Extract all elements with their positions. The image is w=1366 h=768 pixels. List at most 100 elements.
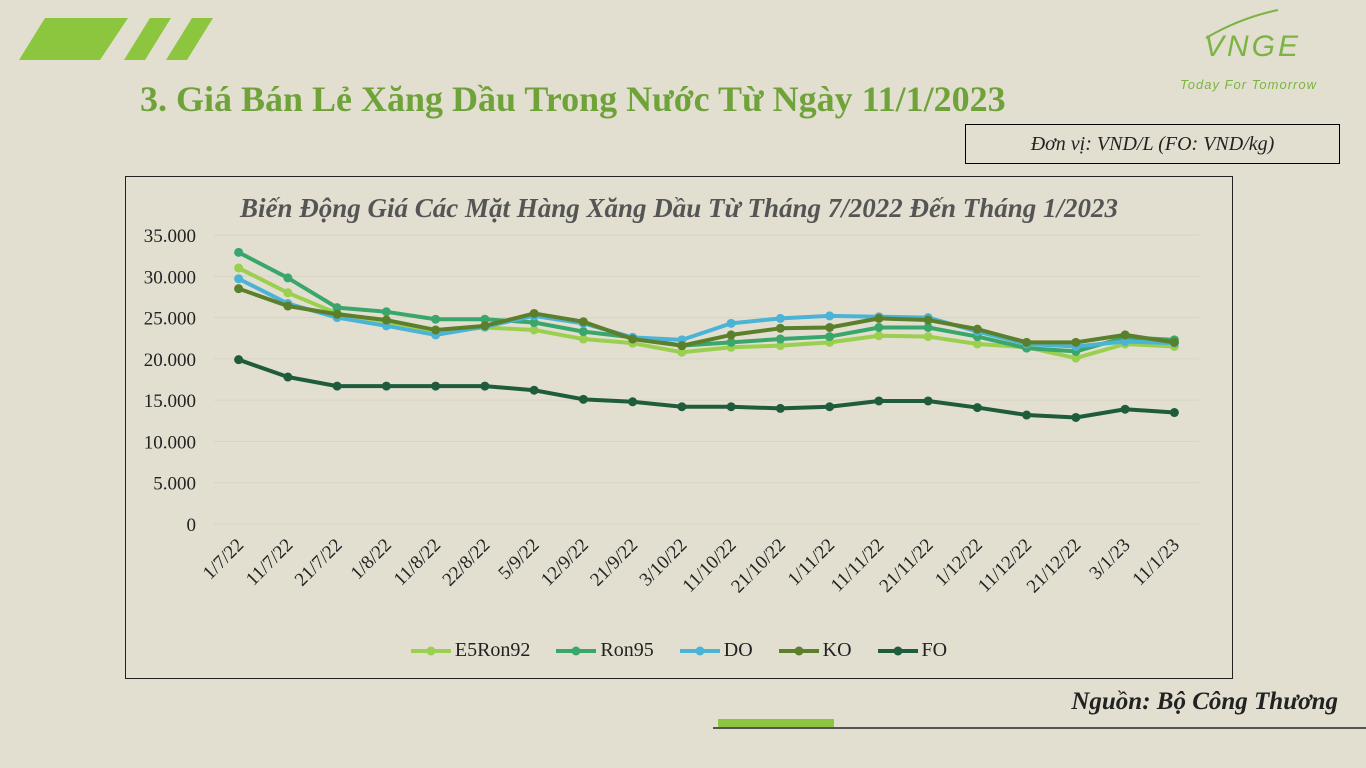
line-chart: 0 5.000 10.000 15.000 20.000 25.000 30.000 35.0… [144, 226, 1199, 598]
data-point-ko [726, 330, 736, 340]
x-tick-label: 11/8/22 [390, 535, 445, 590]
unit-label: Đơn vị: VND/L (FO: VND/kg) [965, 124, 1340, 164]
data-point-fo [972, 403, 982, 413]
data-point-ko [1120, 330, 1130, 340]
x-tick-label: 12/9/22 [537, 535, 593, 591]
legend-label: KO [822, 639, 852, 661]
data-point-fo [628, 397, 638, 407]
footer-line [713, 727, 1366, 729]
header-stripes [19, 18, 213, 60]
x-tick-label: 21/7/22 [291, 535, 347, 591]
data-point-ko [972, 324, 982, 334]
data-point-ko [431, 325, 441, 335]
data-point-ron95 [332, 303, 342, 313]
data-point-ron95 [283, 273, 293, 283]
x-tick-label: 21/11/22 [876, 535, 938, 597]
footer-accent-bar [718, 719, 834, 727]
logo-tagline: Today For Tomorrow [1180, 77, 1317, 92]
x-tick-label: 3/1/23 [1085, 535, 1134, 584]
data-point-e5ron92 [529, 325, 539, 335]
data-point-ron95 [234, 247, 244, 257]
data-point-e5ron92 [775, 341, 785, 351]
data-point-e5ron92 [677, 347, 687, 357]
legend-item-ko: KO [778, 639, 852, 662]
data-point-ko [381, 315, 391, 325]
legend-label: DO [723, 639, 753, 661]
legend-item-ron95: Ron95 [556, 639, 654, 662]
legend-swatch [410, 646, 451, 655]
legend-swatch [778, 646, 819, 655]
data-point-ko [628, 334, 638, 344]
legend-item-fo: FO [877, 639, 948, 662]
legend-swatch [679, 646, 720, 655]
data-point-ron95 [923, 322, 933, 332]
legend-swatch [556, 646, 597, 655]
data-point-ko [923, 315, 933, 325]
data-point-fo [234, 355, 244, 365]
x-tick-label: 11/1/23 [1129, 535, 1184, 590]
y-tick-label: 5.000 [153, 474, 196, 495]
data-point-ron95 [775, 334, 785, 344]
data-point-ko [775, 323, 785, 333]
data-point-ko [677, 341, 687, 351]
chart-title: Biến Động Giá Các Mặt Hàng Xăng Dầu Từ T… [239, 193, 1119, 223]
data-point-ko [1022, 337, 1032, 347]
x-tick-label: 21/9/22 [586, 535, 642, 591]
data-point-do [825, 311, 835, 321]
y-tick-label: 0 [187, 515, 197, 536]
data-point-e5ron92 [874, 331, 884, 341]
y-tick-label: 10.000 [144, 432, 196, 453]
data-point-e5ron92 [578, 334, 588, 344]
data-point-e5ron92 [972, 339, 982, 349]
x-tick-label: 5/9/22 [494, 535, 543, 584]
data-point-ko [332, 309, 342, 319]
legend-label: Ron95 [600, 639, 654, 661]
x-tick-label: 22/8/22 [439, 535, 495, 591]
data-point-ko [578, 317, 588, 327]
data-point-fo [283, 372, 293, 382]
series-line-fo [236, 357, 1177, 420]
legend-item-e5ron92: E5Ron92 [410, 639, 531, 662]
y-tick-label: 20.000 [144, 350, 196, 371]
legend-label: E5Ron92 [454, 639, 531, 661]
data-point-fo [677, 402, 687, 412]
x-tick-label: 11/11/22 [827, 535, 889, 597]
x-tick-label: 11/7/22 [242, 535, 297, 590]
data-point-do [1120, 337, 1130, 347]
data-point-fo [578, 394, 588, 404]
data-point-fo [529, 385, 539, 395]
data-point-ron95 [381, 307, 391, 317]
legend-item-do: DO [679, 639, 753, 662]
data-point-e5ron92 [1071, 353, 1081, 363]
data-point-ron95 [529, 318, 539, 328]
data-point-e5ron92 [234, 263, 244, 273]
data-point-fo [775, 403, 785, 413]
x-tick-label: 1/7/22 [199, 535, 248, 584]
data-point-e5ron92 [923, 332, 933, 342]
data-point-do [234, 274, 244, 284]
legend-label: FO [921, 639, 948, 661]
y-tick-label: 15.000 [144, 391, 196, 412]
slide-title: 3. Giá Bán Lẻ Xăng Dầu Trong Nước Từ Ngà… [140, 79, 1006, 119]
data-point-fo [1120, 404, 1130, 414]
data-point-ko [874, 313, 884, 323]
data-point-ko [234, 284, 244, 294]
data-point-e5ron92 [283, 288, 293, 298]
data-point-ko [480, 321, 490, 331]
data-point-ko [1169, 337, 1179, 347]
chart-legend: E5Ron92 Ron95 DO KO FO [126, 639, 1232, 662]
data-point-fo [874, 396, 884, 406]
data-point-ko [825, 322, 835, 332]
data-point-fo [1022, 410, 1032, 420]
series-line-ron95 [236, 250, 1177, 354]
legend-swatch [877, 646, 918, 655]
y-tick-label: 30.000 [144, 267, 196, 288]
x-tick-label: 21/12/22 [1023, 535, 1086, 598]
x-tick-label: 1/8/22 [347, 535, 396, 584]
data-point-fo [1169, 408, 1179, 418]
data-point-do [775, 313, 785, 323]
vnge-logo-icon [1205, 9, 1279, 39]
data-point-ron95 [431, 314, 441, 324]
data-point-fo [480, 381, 490, 391]
data-point-fo [1071, 412, 1081, 422]
